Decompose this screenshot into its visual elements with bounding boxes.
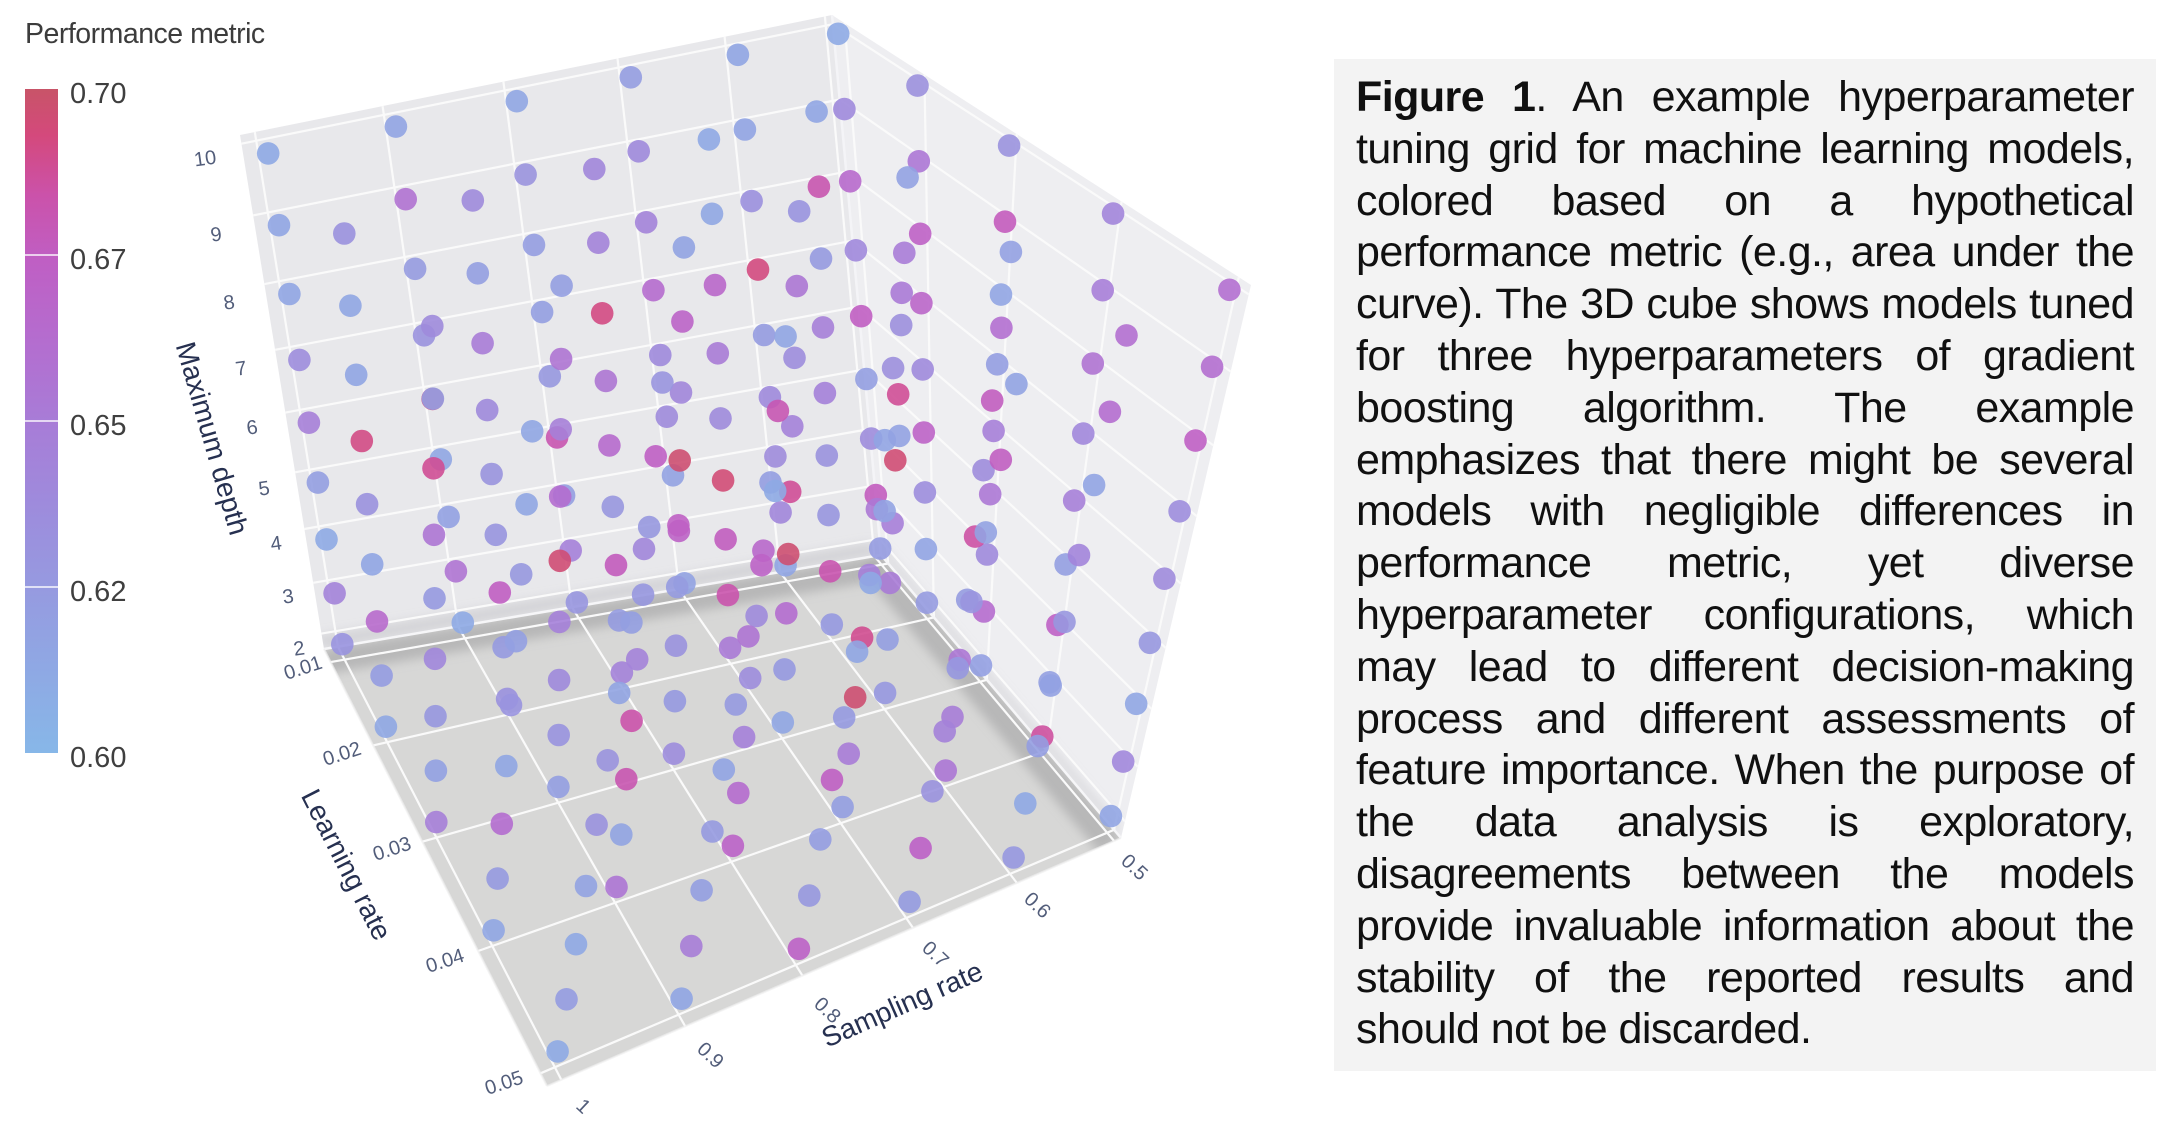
svg-text:0.6: 0.6	[1019, 888, 1054, 923]
svg-text:Performance metric: Performance metric	[25, 18, 265, 50]
svg-text:0.02: 0.02	[320, 738, 364, 771]
svg-text:0.60: 0.60	[70, 742, 126, 774]
svg-text:0.05: 0.05	[482, 1067, 526, 1100]
svg-text:0.9: 0.9	[692, 1038, 727, 1073]
svg-text:9: 9	[209, 223, 223, 246]
svg-text:0.01: 0.01	[281, 652, 325, 685]
svg-text:5: 5	[257, 477, 271, 500]
svg-text:0.70: 0.70	[70, 78, 126, 110]
svg-text:1: 1	[572, 1095, 595, 1119]
svg-text:0.5: 0.5	[1116, 850, 1151, 885]
svg-text:10: 10	[193, 147, 218, 172]
svg-text:0.04: 0.04	[423, 945, 467, 978]
svg-text:0.62: 0.62	[70, 576, 126, 608]
svg-text:3: 3	[281, 585, 295, 608]
svg-text:Learning rate: Learning rate	[295, 784, 398, 945]
svg-text:8: 8	[222, 291, 236, 314]
svg-text:0.03: 0.03	[370, 833, 414, 866]
svg-text:0.67: 0.67	[70, 244, 126, 276]
svg-text:2: 2	[292, 637, 306, 660]
svg-text:6: 6	[245, 416, 259, 439]
svg-text:7: 7	[234, 357, 248, 380]
svg-text:Sampling rate: Sampling rate	[817, 955, 988, 1053]
svg-text:4: 4	[269, 532, 283, 555]
svg-text:0.65: 0.65	[70, 410, 126, 442]
